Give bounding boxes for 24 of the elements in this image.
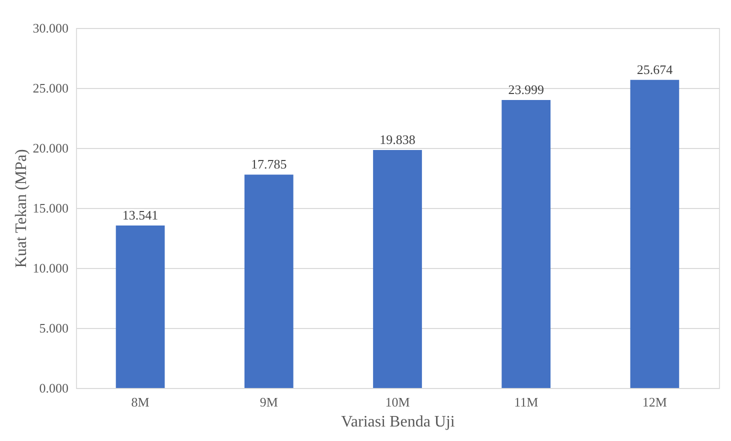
- y-axis-title: Kuat Tekan (MPa): [12, 149, 30, 268]
- data-label: 13.541: [122, 208, 158, 223]
- data-label: 19.838: [380, 132, 416, 147]
- y-tick-label: 30.000: [32, 20, 68, 36]
- y-tick-label: 5.000: [39, 320, 68, 336]
- y-tick-label: 25.000: [32, 80, 68, 96]
- y-tick-label: 20.000: [32, 140, 68, 156]
- bar: [502, 100, 551, 388]
- x-tick-label: 11M: [514, 394, 539, 410]
- y-tick-label: 10.000: [32, 260, 68, 276]
- y-tick-label: 15.000: [32, 200, 68, 216]
- x-tick-label: 12M: [642, 394, 668, 410]
- bar: [630, 80, 680, 388]
- x-tick-label: 9M: [260, 394, 278, 410]
- x-tick-label: 8M: [131, 394, 150, 410]
- bar: [116, 226, 165, 388]
- data-label: 17.785: [251, 156, 287, 172]
- bar: [373, 150, 422, 388]
- data-label: 25.674: [636, 62, 674, 77]
- x-axis-title: Variasi Benda Uji: [341, 414, 456, 430]
- bar: [244, 174, 294, 388]
- y-tick-label: 0.000: [39, 380, 68, 396]
- data-label: 23.999: [508, 82, 544, 98]
- x-tick-label: 10M: [385, 394, 410, 410]
